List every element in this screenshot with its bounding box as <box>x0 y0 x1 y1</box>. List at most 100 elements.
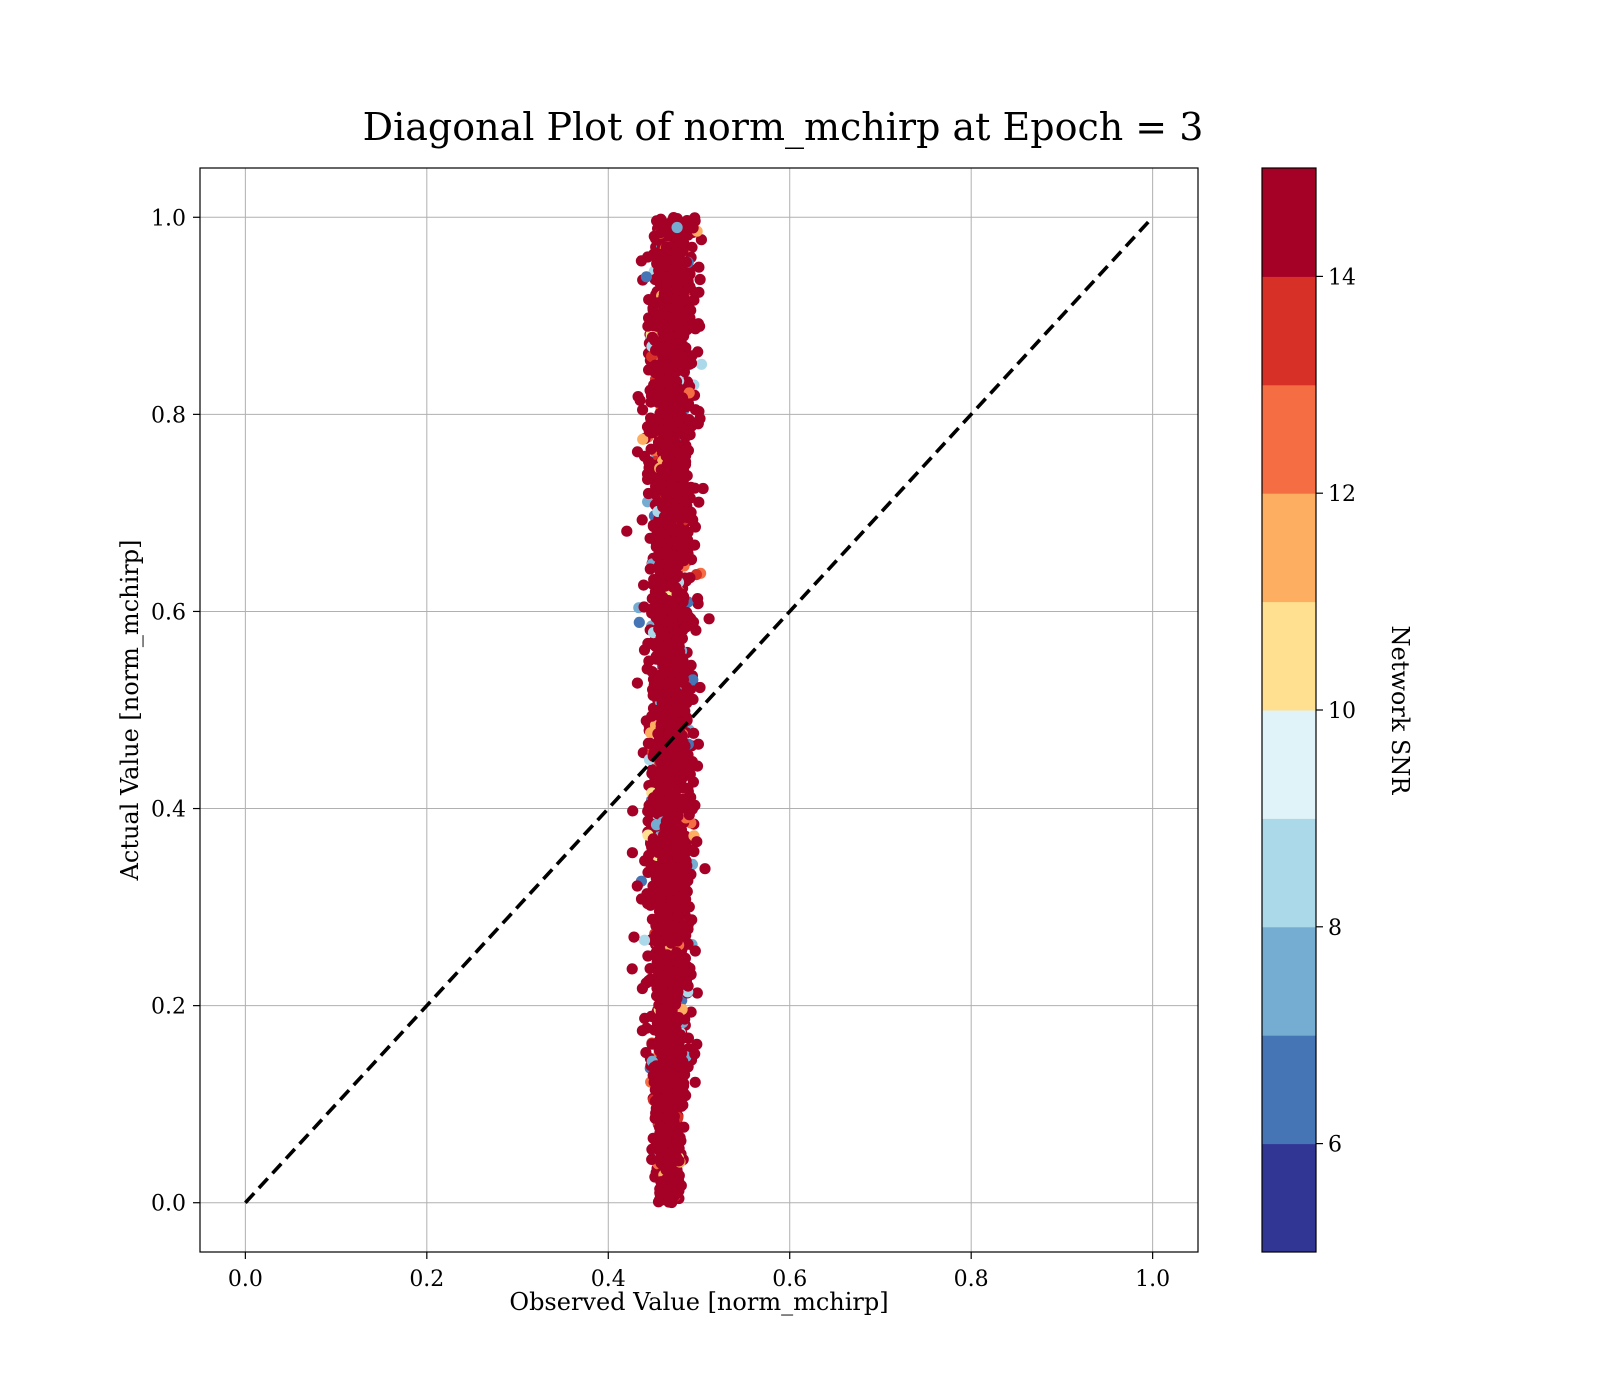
scatter-point <box>644 532 656 544</box>
scatter-point <box>658 260 670 272</box>
scatter-point <box>636 982 649 995</box>
colorbar-segment <box>1262 601 1316 711</box>
scatter-point <box>636 514 648 526</box>
scatter-point <box>667 622 680 634</box>
scatter-point <box>662 829 674 842</box>
scatter-point <box>660 271 672 283</box>
scatter-point <box>663 1191 675 1203</box>
y-tick-label: 0.0 <box>151 1192 186 1217</box>
scatter-point <box>670 973 682 985</box>
scatter-point <box>627 805 639 817</box>
scatter-point <box>646 1153 658 1165</box>
scatter-point <box>658 901 670 913</box>
scatter-point <box>692 593 704 605</box>
scatter-point <box>665 926 677 938</box>
scatter-point <box>671 221 683 234</box>
scatter-point <box>655 718 667 730</box>
scatter-point <box>680 440 692 452</box>
scatter-point <box>646 666 658 678</box>
x-axis-ticks: 0.0 0.2 0.4 0.6 0.8 1.0 <box>228 1252 1170 1292</box>
scatter-point <box>682 749 694 761</box>
scatter-point <box>648 230 660 242</box>
scatter-point <box>676 592 688 604</box>
scatter-point <box>660 246 672 258</box>
scatter-point <box>657 591 669 603</box>
scatter-point <box>658 749 671 762</box>
scatter-point <box>632 391 644 403</box>
scatter-point <box>684 768 696 780</box>
scatter-point <box>652 1196 665 1208</box>
scatter-point <box>687 222 699 234</box>
scatter-point <box>671 1055 683 1067</box>
scatter-point <box>677 232 690 244</box>
colorbar: 6 8 10 12 14 <box>1261 167 1356 1253</box>
scatter-point <box>666 598 679 610</box>
scatter-point <box>694 273 706 286</box>
scatter-point <box>666 1110 678 1122</box>
scatter-point <box>674 765 686 777</box>
scatter-point <box>691 836 703 848</box>
scatter-point <box>667 657 679 669</box>
scatter-point <box>672 880 684 892</box>
colorbar-segment <box>1262 384 1316 494</box>
scatter-point <box>689 404 702 416</box>
scatter-point <box>658 1135 670 1148</box>
scatter-point <box>655 740 668 753</box>
scatter-point <box>689 945 701 957</box>
scatter-point <box>661 227 673 239</box>
scatter-point <box>659 403 671 415</box>
colorbar-segment <box>1262 818 1316 928</box>
scatter-point <box>670 947 683 959</box>
colorbar-tick-label: 10 <box>1328 699 1356 724</box>
scatter-point <box>650 819 663 831</box>
scatter-point <box>642 975 655 987</box>
colorbar-tick-label: 14 <box>1328 265 1356 290</box>
scatter-point <box>685 357 698 369</box>
scatter-point <box>663 964 676 976</box>
colorbar-tick-label: 6 <box>1328 1133 1342 1158</box>
scatter-point <box>689 1076 701 1088</box>
scatter-point <box>665 895 677 907</box>
scatter-point <box>660 698 672 710</box>
scatter-point <box>663 452 675 464</box>
scatter-point <box>670 320 683 332</box>
scatter-point <box>661 1085 674 1097</box>
scatter-point <box>658 307 670 320</box>
scatter-point <box>642 950 654 962</box>
scatter-point <box>694 681 706 694</box>
scatter-point <box>663 872 675 884</box>
scatter-point <box>651 274 664 286</box>
scatter-point <box>650 935 662 947</box>
colorbar-segment <box>1262 276 1316 386</box>
x-axis-label: Observed Value [norm_mchirp] <box>509 1288 888 1316</box>
scatter-point <box>643 456 655 468</box>
reference-line <box>244 216 1154 1204</box>
scatter-point <box>657 1063 670 1075</box>
scatter-point <box>672 267 684 279</box>
scatter-point <box>650 651 662 663</box>
scatter-point <box>657 548 670 560</box>
scatter-point <box>661 916 673 929</box>
scatter-point <box>638 934 651 946</box>
scatter-point <box>668 811 681 823</box>
scatter-point <box>657 394 669 406</box>
scatter-point <box>689 539 701 551</box>
scatter-point <box>685 659 697 672</box>
colorbar-segment <box>1262 1035 1316 1145</box>
scatter-point <box>695 234 708 246</box>
scatter-point <box>643 425 655 438</box>
scatter-point <box>679 969 692 982</box>
scatter-point <box>680 456 692 468</box>
scatter-point <box>689 799 701 812</box>
x-tick-label: 0.2 <box>409 1267 444 1292</box>
scatter-point <box>650 477 662 489</box>
scatter-point <box>664 361 676 373</box>
scatter-point <box>689 1048 701 1060</box>
scatter-point <box>686 914 698 926</box>
scatter-point <box>648 574 660 586</box>
scatter-point <box>646 841 658 853</box>
scatter-point <box>682 961 694 973</box>
y-axis-ticks: 0.0 0.2 0.4 0.6 0.8 1.0 <box>151 206 200 1217</box>
scatter-point <box>676 392 689 404</box>
